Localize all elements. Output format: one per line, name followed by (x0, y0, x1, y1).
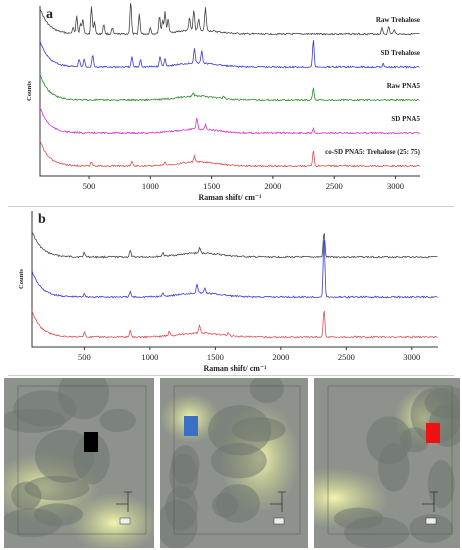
scale-box (425, 517, 437, 525)
particle-shape (208, 405, 272, 456)
series-label: Raw Trehalose (376, 16, 420, 24)
y-axis-label: Counts (26, 81, 33, 101)
raman-chart-b: b 500 1000 1500 2000 2500 3000 Raman shift/ cm⁻… (18, 211, 438, 373)
x-tick-label: 2000 (264, 181, 281, 191)
particle-shape (170, 445, 200, 485)
spectrum-line (39, 107, 420, 135)
series-label: Raw PNA5 (387, 82, 421, 90)
raman-chart-a: a 500 1000 1500 2000 2500 3000 Raman shift/ cm⁻… (26, 3, 421, 202)
micrograph-image (4, 378, 154, 548)
bright-region (69, 493, 154, 548)
micrograph-image (314, 378, 460, 548)
x-tick-label: 1500 (203, 181, 220, 191)
particle-shape (377, 442, 410, 492)
image-frame (17, 385, 147, 535)
micrograph-1 (4, 378, 154, 548)
spectrum-line (31, 310, 438, 339)
scale-box (273, 517, 285, 525)
series-label: SD Trehalose (381, 49, 420, 57)
x-tick-label: 2000 (272, 352, 289, 362)
particle-shape (427, 459, 455, 509)
panel-a-raman-spectra: a 500 1000 1500 2000 2500 3000 Raman shift/ cm⁻… (8, 0, 454, 207)
particle-shape (4, 508, 62, 538)
image-frame (173, 385, 301, 535)
micrograph-3 (314, 378, 460, 548)
x-tick-label: 3000 (387, 181, 404, 191)
series-label: SD PNA5 (391, 115, 420, 123)
panel-label: b (38, 212, 46, 227)
particle-shape (99, 408, 137, 433)
x-tick-label: 500 (83, 181, 96, 191)
axis-lines (31, 211, 438, 348)
analysis-marker (426, 423, 440, 443)
particle-shape (344, 516, 410, 548)
micrograph-image (160, 378, 308, 548)
panel-label: a (46, 7, 53, 22)
y-axis-label: Counts (18, 269, 25, 289)
micrograph-2 (160, 378, 308, 548)
spectrum-line (31, 240, 438, 299)
particle-shape (4, 408, 66, 433)
x-axis-label: Raman shift/ cm⁻¹ (198, 193, 262, 202)
x-tick-label: 2500 (338, 352, 355, 362)
particle-shape (409, 514, 454, 543)
spectrum-line (39, 40, 420, 69)
x-tick-label: 1500 (207, 352, 224, 362)
spectrum-line (39, 73, 420, 102)
spectrum-line (39, 3, 420, 36)
x-tick-label: 3000 (403, 352, 420, 362)
particle-shape (58, 378, 110, 420)
particle-shape (249, 378, 285, 403)
particle-shape (216, 484, 260, 523)
analysis-marker (184, 416, 198, 436)
particle-shape (24, 475, 90, 501)
scale-bar (270, 491, 286, 512)
image-frame (327, 385, 453, 535)
micrograph-row (0, 378, 462, 550)
particle-shape (73, 433, 110, 485)
scale-bar (422, 491, 438, 512)
x-tick-label: 1000 (141, 352, 158, 362)
spectrum-line (31, 231, 438, 259)
x-tick-label: 500 (78, 352, 91, 362)
scale-bar (116, 491, 132, 512)
particle-shape (410, 387, 460, 444)
axis-lines (39, 6, 420, 177)
spectrum-line (39, 140, 420, 168)
panel-b-raman-spectra: b 500 1000 1500 2000 2500 3000 Raman shift/ cm⁻… (8, 207, 454, 376)
series-label: co-SD PNA5: Trehalose (25: 75) (325, 148, 421, 156)
x-tick-label: 1000 (142, 181, 159, 191)
scale-box (119, 517, 131, 525)
x-tick-label: 2500 (326, 181, 343, 191)
x-axis-label: Raman shift/ cm⁻¹ (203, 364, 267, 373)
analysis-marker (84, 432, 98, 452)
